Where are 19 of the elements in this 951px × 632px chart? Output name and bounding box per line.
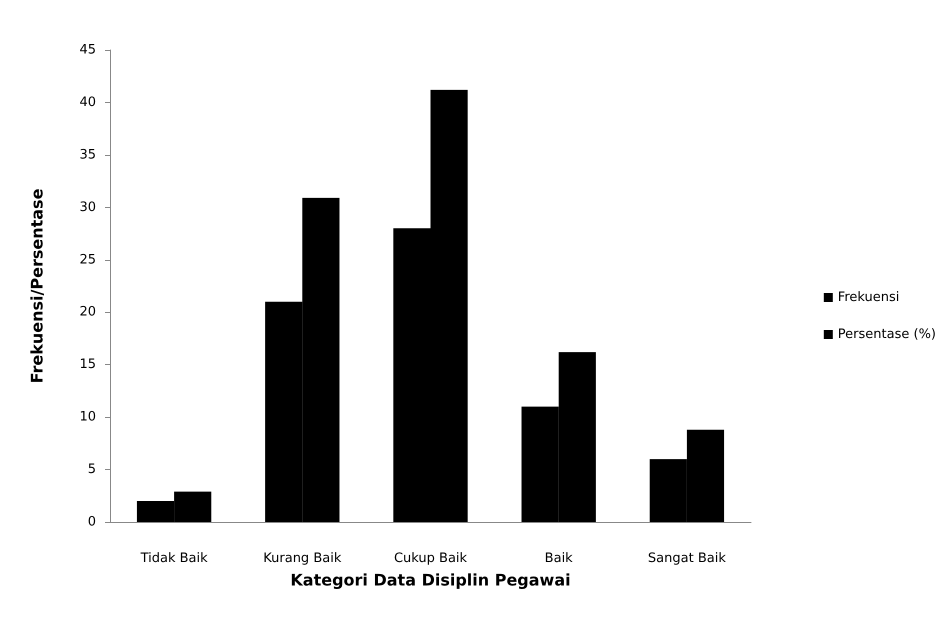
x-tick-label: Sangat Baik	[648, 551, 726, 566]
legend-label: Persentase (%)	[838, 327, 936, 342]
y-tick-label: 0	[88, 514, 96, 530]
x-tick-label: Tidak Baik	[140, 551, 208, 566]
y-tick-label: 10	[79, 410, 96, 425]
x-tick-label: Kurang Baik	[263, 551, 342, 566]
y-tick-label: 15	[79, 357, 96, 372]
x-axis-title: Kategori Data Disiplin Pegawai	[290, 570, 571, 590]
y-tick-label: 20	[79, 304, 96, 320]
x-tick-label: Cukup Baik	[394, 551, 468, 566]
legend-label: Frekuensi	[838, 290, 900, 305]
y-tick-label: 45	[79, 42, 96, 58]
y-tick-label: 40	[79, 94, 96, 110]
y-axis-title: Frekuensi/Persentase	[28, 188, 46, 384]
y-tick-label: 25	[79, 252, 96, 268]
y-tick-label: 5	[88, 462, 96, 478]
y-tick-label: 30	[79, 200, 96, 215]
y-tick-label: 35	[79, 147, 96, 162]
x-tick-label: Baik	[544, 551, 574, 566]
